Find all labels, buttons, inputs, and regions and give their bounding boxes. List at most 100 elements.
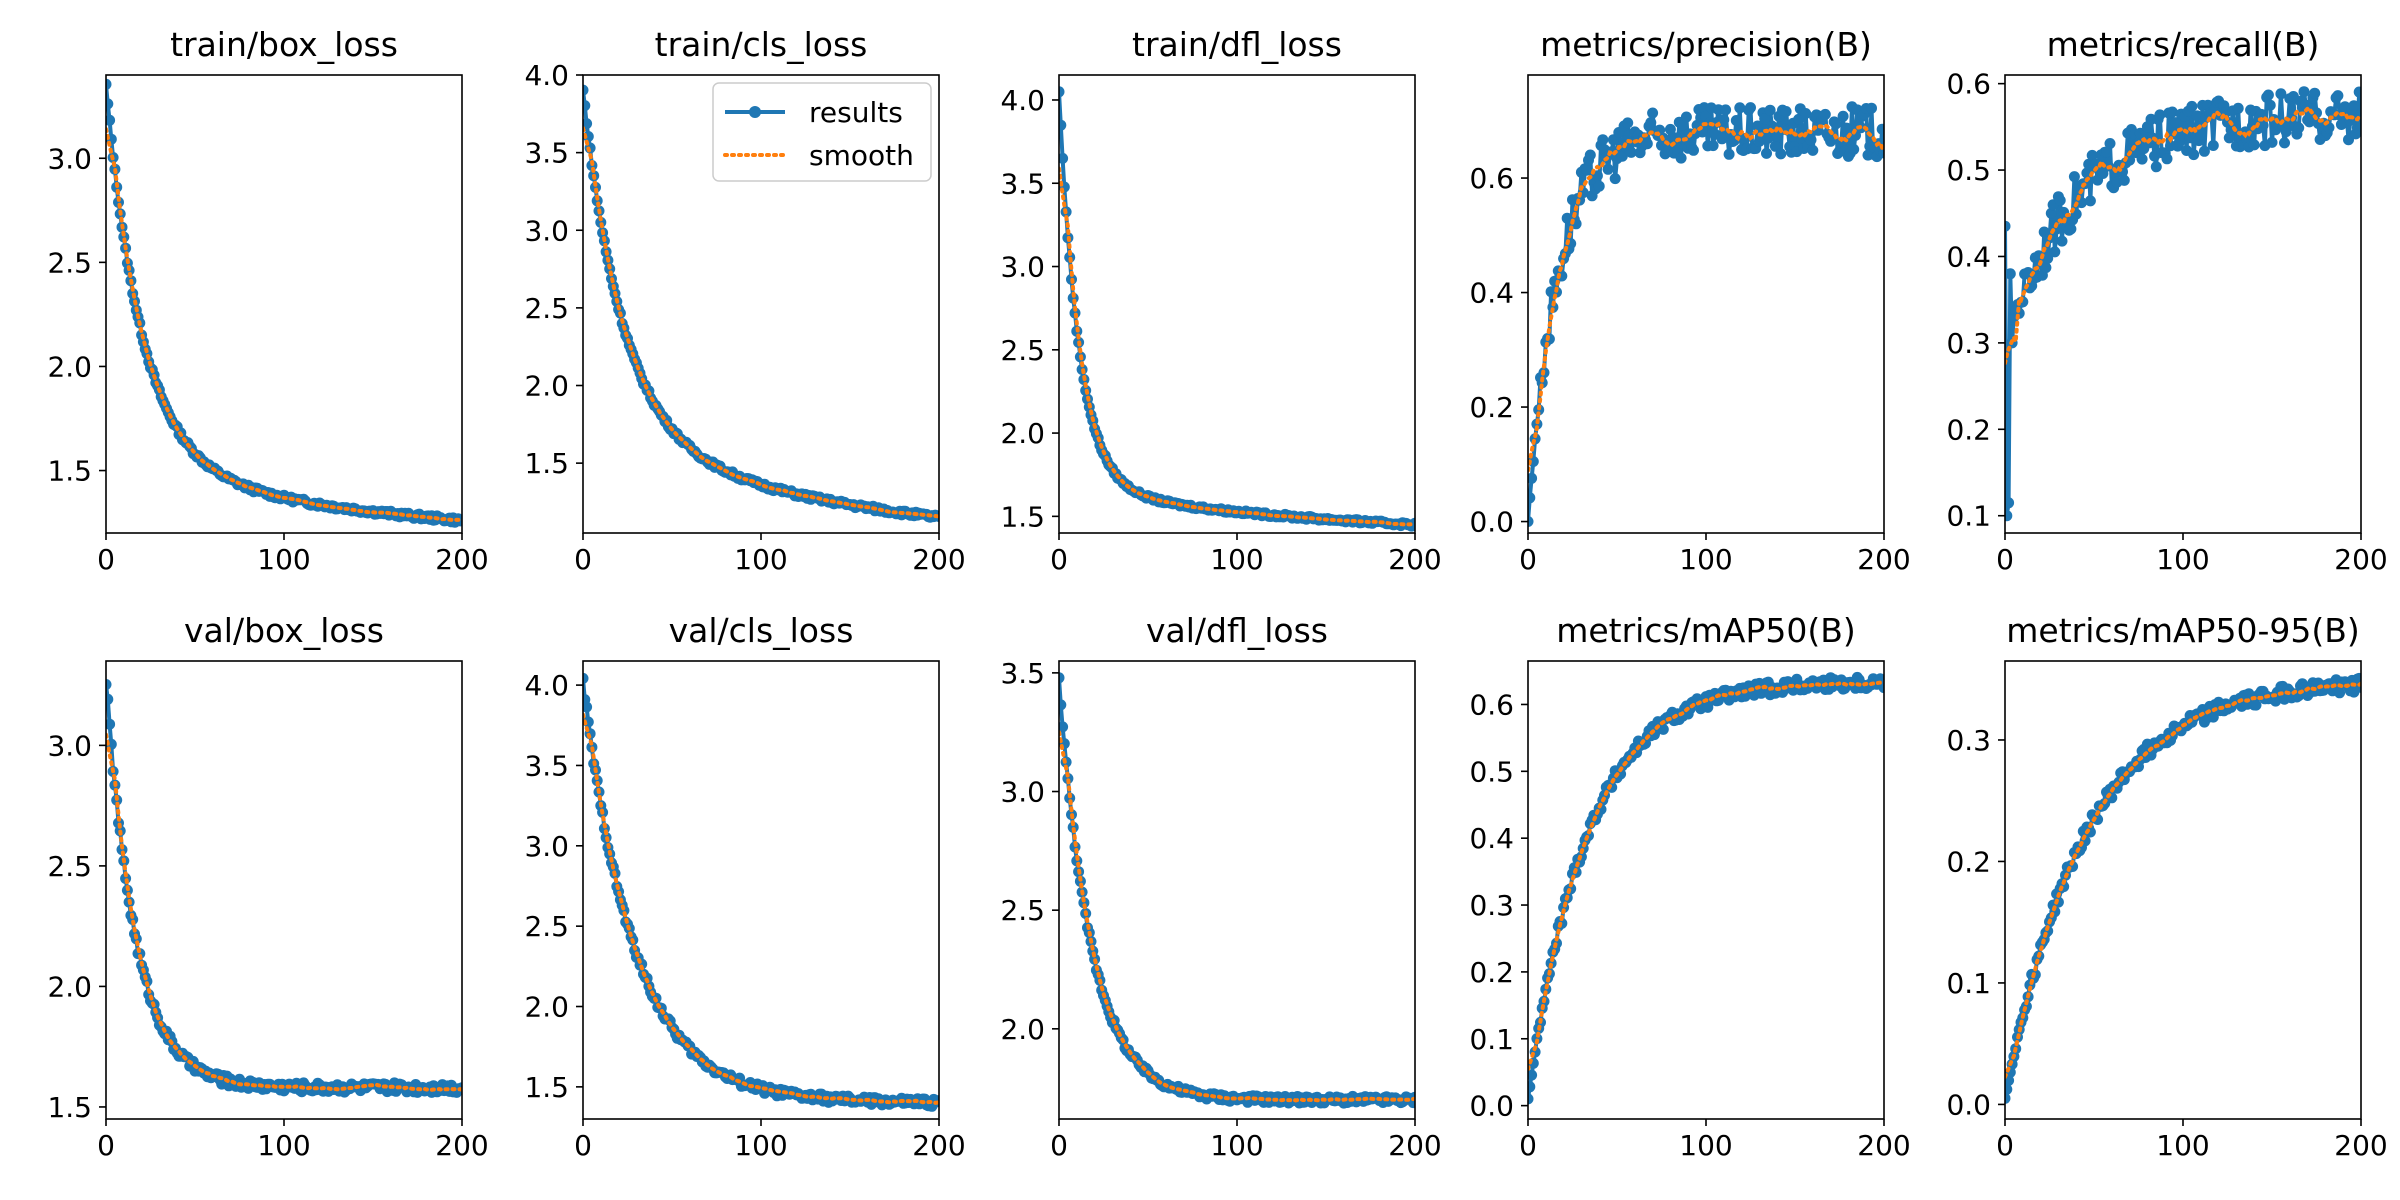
results-point	[2257, 119, 2269, 131]
y-tick-label: 0.5	[1469, 755, 1514, 788]
subplot-train-box-loss: train/box_loss 0 100 200 1.5 2.0 2.5 3.0	[47, 25, 488, 576]
y-tick-label: 2.5	[47, 246, 92, 279]
results-point	[1547, 301, 1559, 313]
x-tick-label: 100	[2156, 1129, 2209, 1162]
results-point	[2248, 139, 2260, 151]
results-point	[2188, 149, 2200, 161]
x-tick-label: 0	[1996, 543, 2014, 576]
results-point	[106, 114, 116, 126]
results-point	[583, 100, 591, 112]
results-point	[2353, 672, 2361, 684]
subplot-val-cls-loss: val/cls_loss 0 100 200 1.5 2.0 2.5 3.0 3.5 4.0	[524, 611, 965, 1162]
subplot-title: val/dfl_loss	[1146, 611, 1328, 650]
results-point	[2262, 89, 2274, 101]
x-tick-label: 0	[1996, 1129, 2014, 1162]
y-tick-label: 3.0	[524, 830, 569, 863]
results-point	[2161, 153, 2173, 165]
y-tick-label: 0.1	[1469, 1023, 1514, 1056]
y-tick-label: 0.5	[1946, 154, 1991, 187]
results-point	[2084, 195, 2096, 207]
x-tick-label: 100	[1210, 543, 1263, 576]
y-tick-label: 0.3	[1946, 327, 1991, 360]
subplot-title: train/box_loss	[170, 25, 398, 64]
x-tick-label: 0	[1050, 543, 1068, 576]
results-point	[1602, 163, 1614, 175]
series-smooth-line	[583, 126, 939, 519]
results-point	[1819, 108, 1831, 120]
axes-frame	[105, 660, 463, 1120]
results-point	[2150, 161, 2162, 173]
y-tick-label: 0.3	[1469, 889, 1514, 922]
results-point	[2118, 174, 2130, 186]
x-tick-label: 200	[1388, 543, 1441, 576]
results-point	[1680, 111, 1692, 123]
results-point	[1528, 492, 1536, 504]
results-point	[2198, 145, 2210, 157]
results-point	[1641, 138, 1653, 150]
results-point	[2086, 149, 2098, 161]
results-point	[2005, 268, 2016, 280]
results-point	[1837, 110, 1849, 122]
results-point	[1734, 102, 1746, 114]
legend-results-label: results	[809, 96, 903, 129]
results-point	[2042, 252, 2054, 264]
results-point	[2207, 140, 2219, 151]
y-tick-label: 0.0	[1469, 506, 1514, 539]
y-tick-label: 3.5	[524, 749, 569, 782]
results-point	[1609, 173, 1621, 185]
series-results-line	[583, 678, 939, 1109]
x-tick-label: 100	[1679, 543, 1732, 576]
results-point	[1752, 120, 1764, 132]
results-point	[2293, 122, 2305, 134]
y-tick-label: 3.0	[47, 729, 92, 762]
x-tick-label: 100	[257, 1129, 310, 1162]
results-point	[2154, 109, 2166, 121]
y-tick-label: 1.5	[524, 447, 569, 480]
y-tick-label: 2.0	[524, 991, 569, 1024]
subplot-train-dfl-loss: train/dfl_loss 0 100 200 1.5 2.0 2.5 3.0 3.5 4.0	[1000, 25, 1441, 576]
x-tick-label: 100	[734, 1129, 787, 1162]
y-tick-label: 0.1	[1946, 500, 1991, 533]
x-tick-label: 100	[1679, 1129, 1732, 1162]
results-point	[1866, 102, 1877, 114]
x-tick-label: 100	[1210, 1129, 1263, 1162]
subplot-title: train/cls_loss	[655, 25, 868, 64]
results-point	[2334, 687, 2346, 699]
results-point	[1528, 1081, 1536, 1093]
results-point	[583, 672, 589, 684]
results-point	[2068, 171, 2080, 183]
results-point	[2136, 153, 2148, 165]
x-tick-label: 200	[912, 543, 965, 576]
y-tick-label: 0.4	[1469, 277, 1514, 310]
series-smooth-line	[1059, 730, 1415, 1103]
results-point	[1625, 146, 1637, 158]
y-tick-label: 0.6	[1946, 68, 1991, 101]
results-point	[2065, 223, 2077, 235]
y-tick-label: 2.5	[1000, 894, 1045, 927]
results-point	[1878, 682, 1884, 694]
results-point	[1718, 114, 1730, 126]
y-tick-label: 0.2	[1946, 413, 1991, 446]
subplot-title: val/cls_loss	[669, 611, 854, 650]
results-point	[1780, 106, 1792, 117]
y-tick-label: 2.0	[1000, 1013, 1045, 1046]
subplot-metrics-recall-b-: metrics/recall(B) 0 100 200 0.1 0.2 0.3 0.4 0.5 0…	[1946, 25, 2387, 576]
results-point	[1769, 140, 1781, 152]
results-point	[1688, 144, 1699, 156]
y-tick-label: 1.5	[47, 455, 92, 488]
results-point	[1528, 1093, 1534, 1105]
x-tick-label: 0	[97, 1129, 115, 1162]
results-point	[106, 679, 112, 690]
y-tick-label: 0.4	[1469, 822, 1514, 855]
y-tick-label: 3.0	[524, 214, 569, 247]
axes-frame	[1527, 660, 1885, 1120]
results-point	[2275, 88, 2287, 100]
results-point	[1059, 119, 1067, 131]
results-point	[2045, 207, 2057, 219]
subplot-train-cls-loss: train/cls_loss 0 100 200 1.5 2.0 2.5 3.0 3.5 4.0 r…	[524, 25, 965, 576]
axes-frame	[2004, 74, 2362, 534]
results-point	[1657, 723, 1669, 735]
results-point	[2166, 106, 2178, 118]
y-tick-label: 0.0	[1946, 1088, 1991, 1121]
